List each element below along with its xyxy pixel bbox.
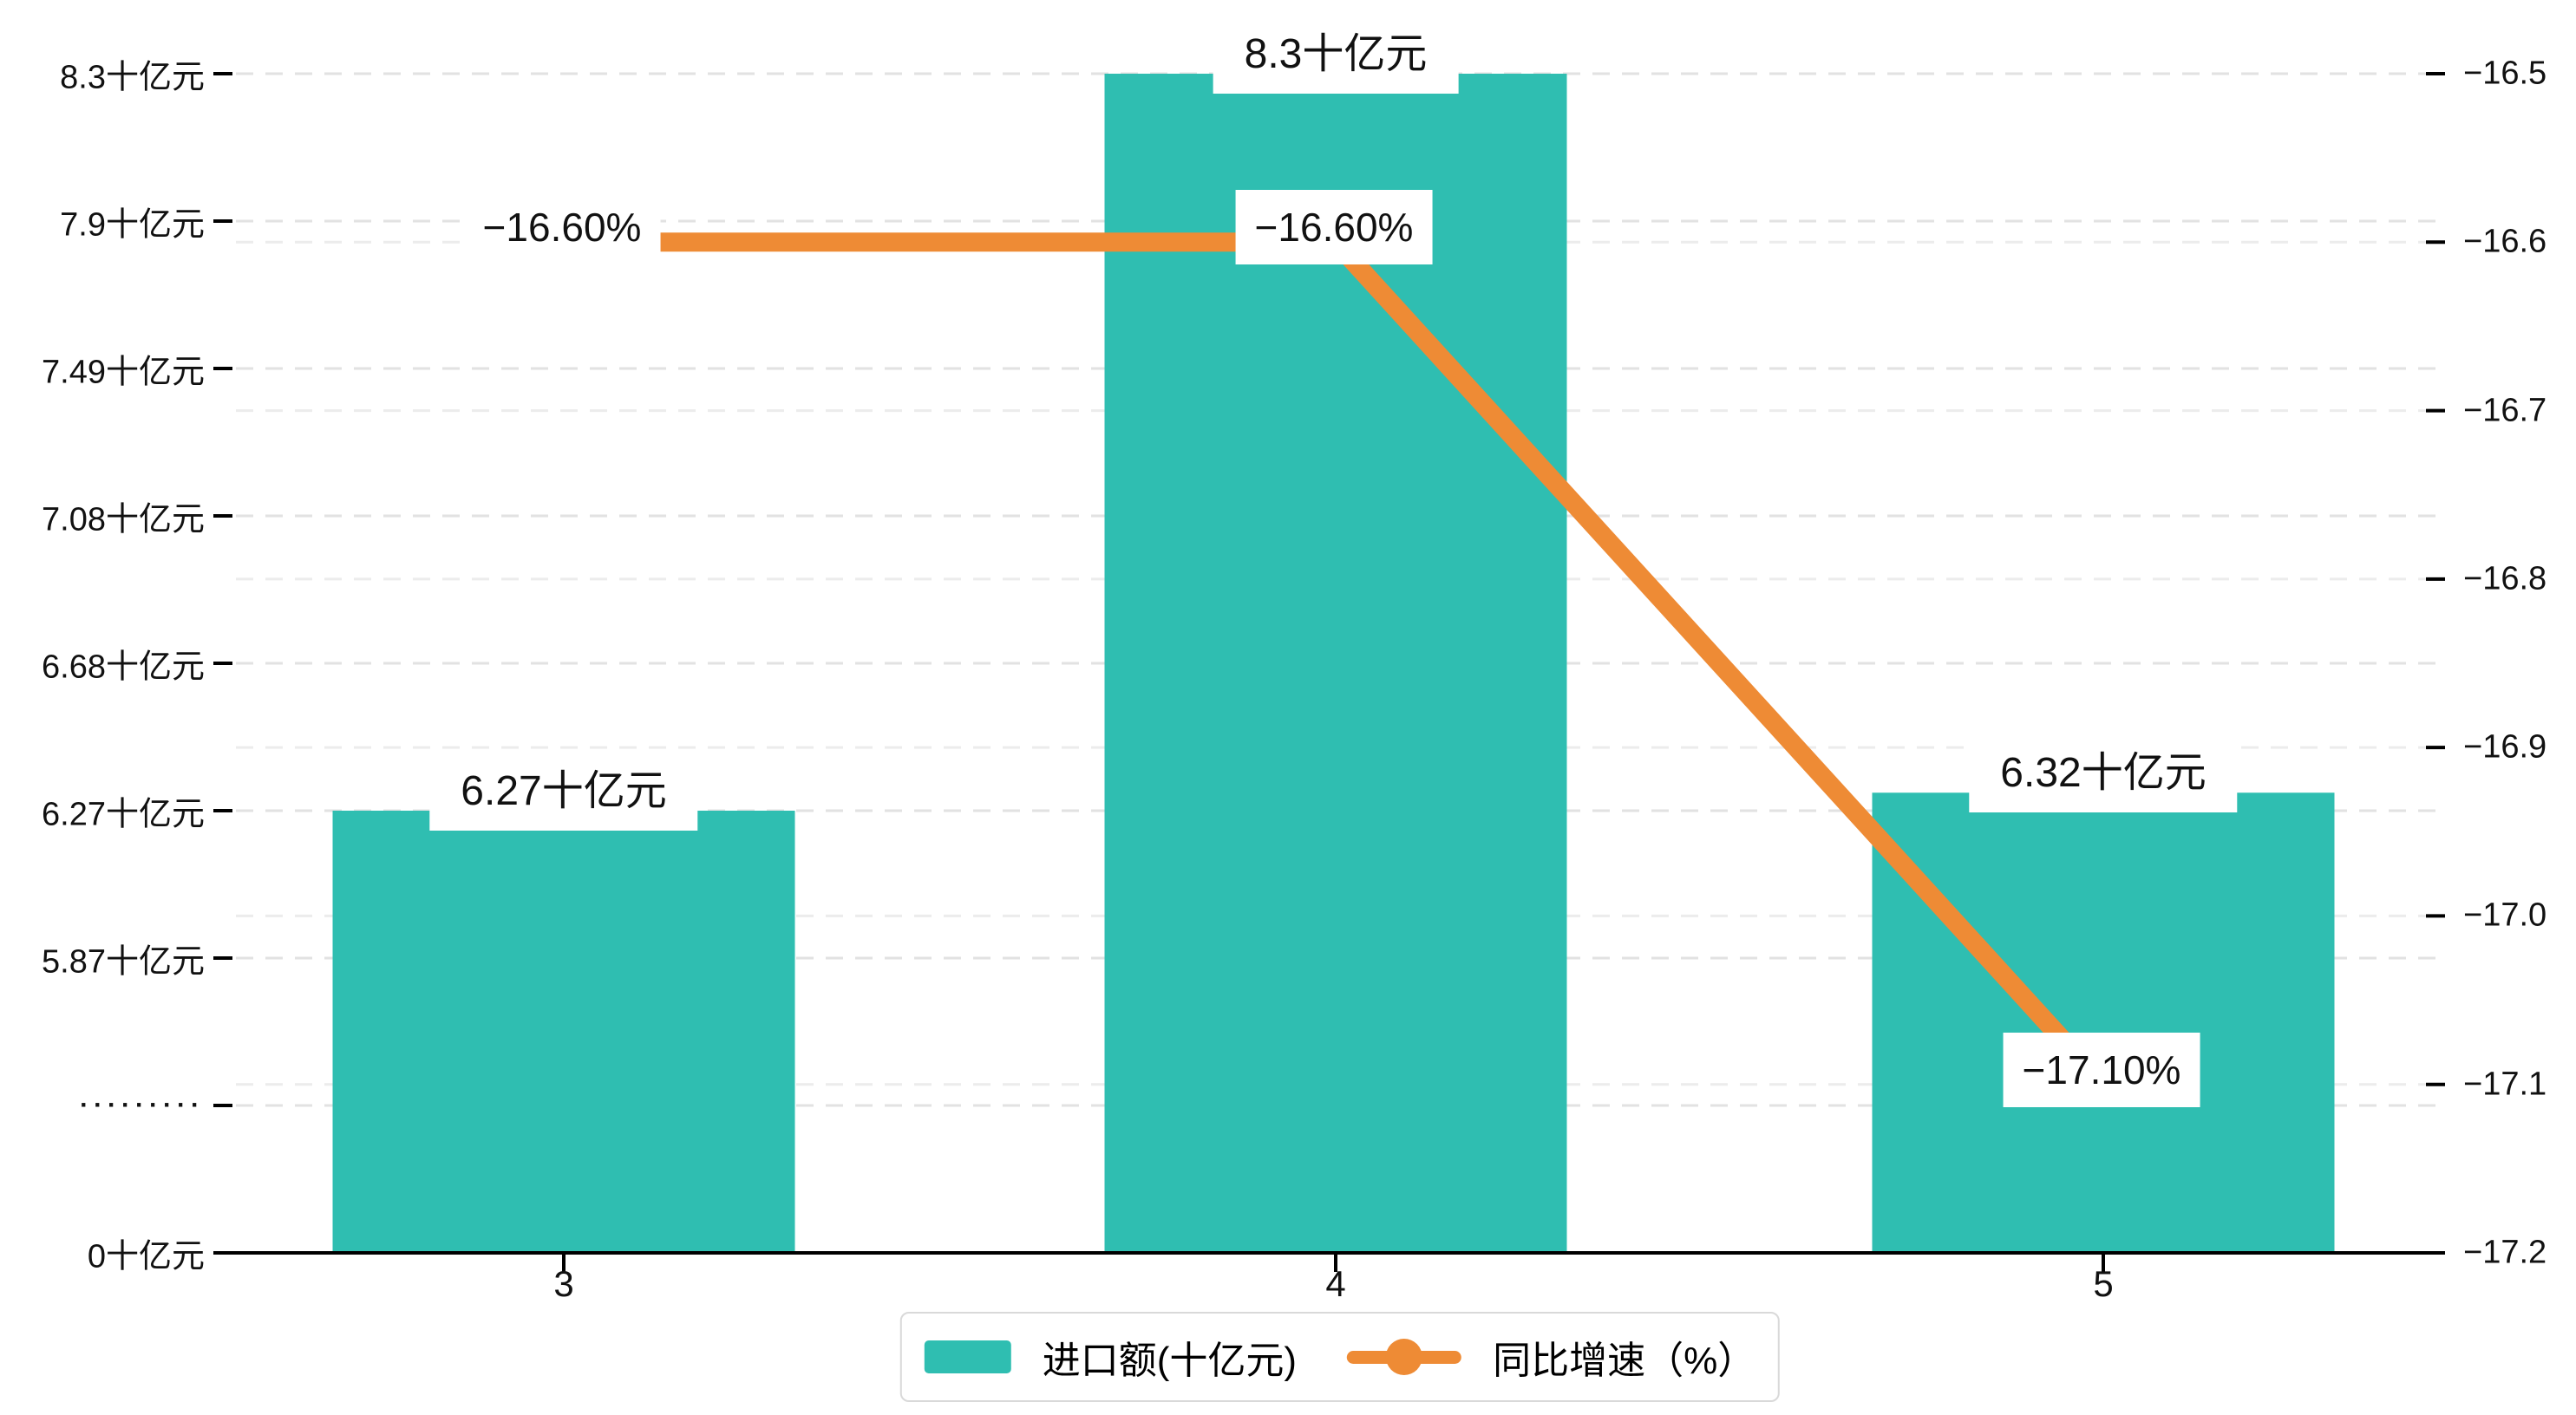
line-icon-dot [1386, 1339, 1423, 1375]
bar-value-label: 6.27十亿元 [429, 753, 698, 831]
bar-value-label: 6.32十亿元 [1969, 734, 2238, 813]
legend: 进口额(十亿元) 同比增速（%） [899, 1312, 1781, 1402]
x-axis-label: 3 [553, 1263, 574, 1304]
right-axis-label: −16.9 [2463, 728, 2547, 766]
bar-month-4[interactable] [1104, 74, 1567, 1253]
left-axis-label: 7.9十亿元 [60, 206, 205, 244]
right-axis-label: −17.1 [2463, 1066, 2547, 1103]
left-axis-label: 8.3十亿元 [60, 59, 205, 96]
legend-label-import: 进口额(十亿元) [1042, 1340, 1298, 1382]
right-axis-label: −16.7 [2463, 392, 2547, 429]
legend-item-growth[interactable]: 同比增速（%） [1347, 1329, 1755, 1385]
legend-item-import[interactable]: 进口额(十亿元) [924, 1329, 1298, 1385]
left-axis-label: 6.27十亿元 [42, 796, 205, 833]
x-axis-label: 5 [2093, 1263, 2114, 1304]
line-series-icon [1347, 1338, 1462, 1376]
bar-month-5[interactable] [1872, 792, 2335, 1253]
left-axis-label: 5.87十亿元 [42, 943, 205, 981]
left-axis-label: ········· [80, 1091, 205, 1119]
right-axis-label: −16.5 [2463, 55, 2547, 92]
x-axis-label: 4 [1325, 1263, 1346, 1304]
bar-value-label: 8.3十亿元 [1213, 16, 1459, 94]
right-axis-label: −16.8 [2463, 560, 2547, 597]
right-axis-label: −16.6 [2463, 223, 2547, 260]
right-axis-label: −17.0 [2463, 897, 2547, 934]
line-value-label: −16.60% [463, 190, 661, 265]
left-axis-label: 7.08十亿元 [42, 501, 205, 538]
bar-month-3[interactable] [332, 811, 795, 1253]
left-axis-label: 6.68十亿元 [42, 649, 205, 686]
line-value-label: −16.60% [1235, 190, 1433, 265]
right-axis-label: −17.2 [2463, 1234, 2547, 1271]
left-axis-label: 7.49十亿元 [42, 354, 205, 391]
line-value-label: −17.10% [2003, 1032, 2200, 1107]
bar-series-swatch-icon [924, 1340, 1011, 1373]
legend-label-growth: 同比增速（%） [1493, 1340, 1756, 1382]
left-axis-label: 0十亿元 [87, 1238, 205, 1275]
